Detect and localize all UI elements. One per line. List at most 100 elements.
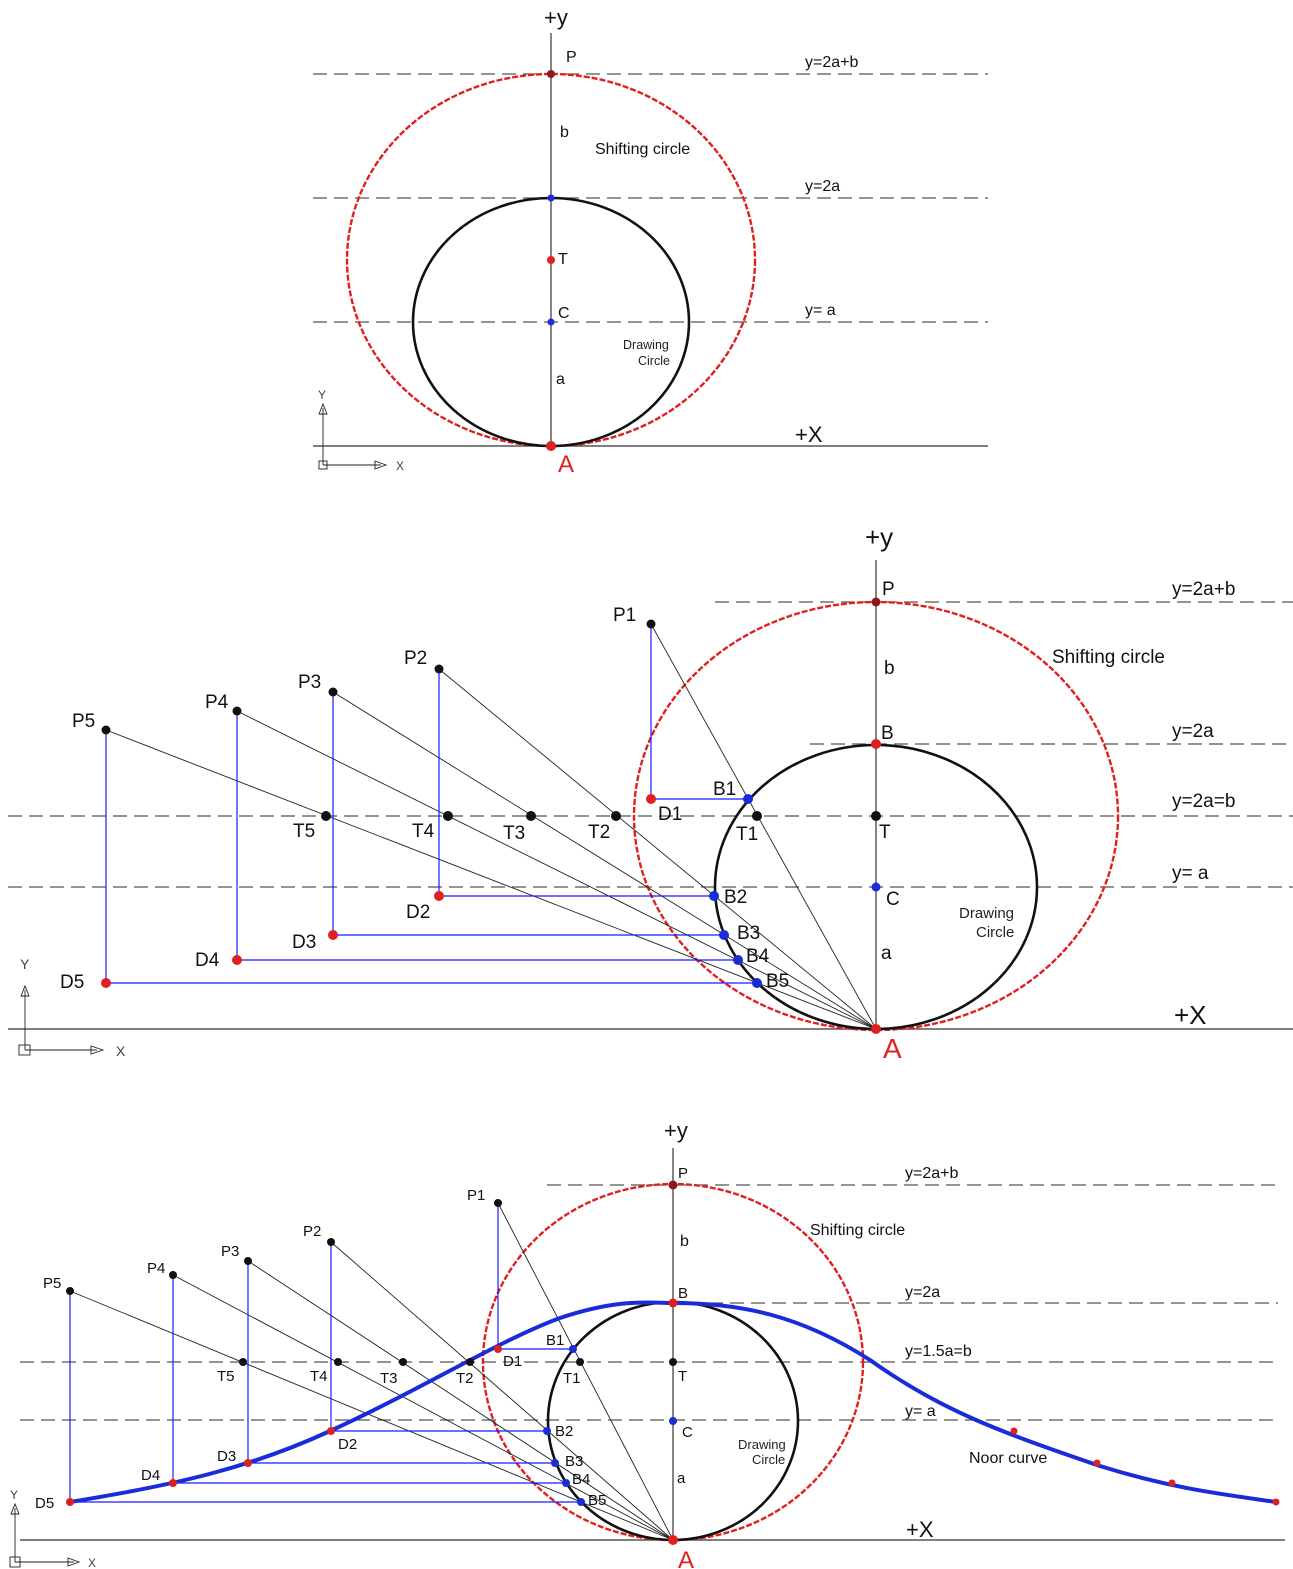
shifting-circle-label: Shifting circle	[810, 1222, 905, 1239]
x-axis-label: +X	[906, 1517, 934, 1542]
point-p3	[328, 687, 338, 697]
drawing-circle-label-1: Drawing	[738, 1437, 786, 1452]
label-line-2a-plus-b: y=2a+b	[1172, 579, 1235, 600]
panel-3: +y P y=2a+b b Shifting circle B y=2a y=1…	[9, 1118, 1285, 1569]
label-p: P	[678, 1165, 688, 1182]
drawing-circle-label-1: Drawing	[959, 905, 1014, 922]
y-axis-label: +y	[544, 5, 568, 30]
label-t: T	[558, 251, 568, 268]
label-b5: B5	[766, 971, 789, 992]
label-origin-a: A	[883, 1033, 902, 1064]
label-t1: T1	[563, 1370, 581, 1387]
label-a-segment: a	[881, 943, 892, 964]
point-top-drawing	[547, 194, 555, 202]
panel-2: +y P y=2a+b b Shifting circle B y=2a y=2…	[8, 522, 1293, 1064]
point-b5	[752, 978, 762, 988]
point-b1	[743, 794, 753, 804]
point-t1	[752, 811, 762, 821]
point-b4	[733, 955, 743, 965]
point-c	[871, 882, 881, 892]
ucs-icon: Y X	[18, 956, 126, 1059]
svg-text:Y: Y	[10, 1488, 18, 1502]
label-b5: B5	[588, 1492, 606, 1509]
label-d5: D5	[35, 1495, 54, 1512]
ucs-icon: Y X	[9, 1488, 96, 1569]
point-p4	[169, 1271, 177, 1279]
label-p2: P2	[303, 1223, 321, 1240]
label-c: C	[558, 305, 570, 322]
point-p2	[327, 1238, 335, 1246]
label-p4: P4	[147, 1260, 165, 1277]
point-d2	[327, 1427, 335, 1435]
label-p3: P3	[221, 1243, 239, 1260]
label-t1: T1	[736, 824, 758, 845]
label-t5: T5	[293, 821, 315, 842]
construction-lines	[69, 1202, 674, 1541]
label-p5: P5	[72, 711, 95, 732]
point-a	[871, 1024, 881, 1034]
label-line-a: y= a	[1172, 863, 1209, 884]
label-b-segment: b	[680, 1233, 689, 1250]
point-t	[547, 256, 555, 264]
point-b	[668, 1298, 678, 1308]
label-b2: B2	[555, 1423, 573, 1440]
point-t2	[466, 1358, 474, 1366]
label-b2: B2	[724, 887, 747, 908]
point-t5	[321, 811, 331, 821]
point-p5	[66, 1287, 74, 1295]
point-t4	[443, 811, 453, 821]
label-p2: P2	[404, 648, 427, 669]
shifting-circle-label: Shifting circle	[595, 141, 690, 158]
x-axis-label: +X	[1174, 1000, 1207, 1030]
point-d1	[494, 1345, 502, 1353]
point-d5	[66, 1498, 74, 1506]
point-b1	[569, 1345, 577, 1353]
label-t4: T4	[310, 1368, 328, 1385]
label-line-t: y=2a=b	[1172, 791, 1235, 812]
point-a	[546, 441, 556, 451]
point-p1	[646, 619, 656, 629]
label-d1: D1	[658, 804, 682, 825]
label-b1: B1	[546, 1332, 564, 1349]
point-d3	[328, 930, 338, 940]
label-b-segment: b	[560, 124, 569, 141]
label-line-2a-plus-b: y=2a+b	[905, 1165, 958, 1182]
point-b2	[709, 891, 719, 901]
drawing-circle-label-2: Circle	[976, 924, 1014, 941]
label-line-a: y= a	[905, 1403, 936, 1420]
curve-marker-right-4	[1272, 1498, 1280, 1506]
label-origin-a: A	[678, 1547, 694, 1569]
curve-marker-right-1	[1010, 1427, 1018, 1435]
point-p5	[101, 725, 111, 735]
point-t4	[334, 1358, 342, 1366]
shifting-circle-label: Shifting circle	[1052, 647, 1165, 668]
label-d1: D1	[503, 1353, 522, 1370]
label-t: T	[879, 822, 891, 843]
point-t	[669, 1358, 677, 1366]
construction-lines	[105, 623, 877, 1030]
label-line-2a-plus-b: y=2a+b	[805, 54, 858, 71]
label-b1: B1	[713, 779, 736, 800]
label-d4: D4	[141, 1467, 160, 1484]
point-p	[871, 597, 881, 607]
point-d1	[646, 794, 656, 804]
label-line-a: y= a	[805, 302, 836, 319]
label-d3: D3	[292, 932, 316, 953]
label-t3: T3	[380, 1370, 398, 1387]
label-b: B	[678, 1285, 688, 1302]
svg-text:X: X	[116, 1043, 126, 1059]
drawing-circle-label-2: Circle	[752, 1452, 785, 1467]
point-p1	[494, 1199, 502, 1207]
label-p: P	[882, 579, 895, 600]
point-t2	[611, 811, 621, 821]
label-t: T	[678, 1368, 687, 1385]
point-t3	[526, 811, 536, 821]
label-p1: P1	[613, 605, 636, 626]
label-b3: B3	[737, 923, 760, 944]
x-axis-label: +X	[795, 422, 823, 447]
label-a-segment: a	[677, 1470, 686, 1487]
svg-text:X: X	[88, 1556, 96, 1569]
noor-curve-label: Noor curve	[969, 1450, 1047, 1467]
drawing-circle-label-1: Drawing	[623, 338, 669, 352]
label-origin-a: A	[558, 451, 574, 478]
